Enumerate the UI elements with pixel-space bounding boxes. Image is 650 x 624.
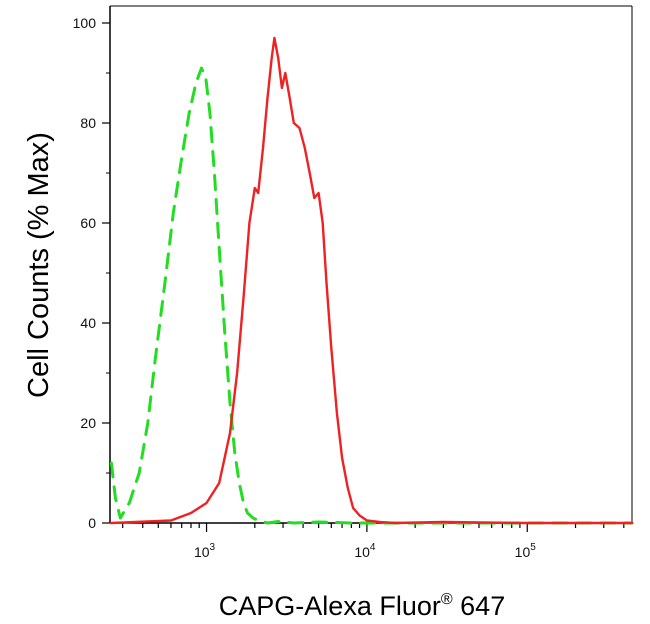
x-tick-label: 105 xyxy=(515,542,537,560)
x-tick-label-base: 10 xyxy=(354,544,370,560)
x-tick-label-exponent: 4 xyxy=(370,542,376,553)
plot-frame xyxy=(109,5,633,524)
x-tick-label-exponent: 5 xyxy=(530,542,536,553)
y-tick-label: 20 xyxy=(80,415,96,431)
x-axis-title-suffix: 647 xyxy=(453,591,506,621)
x-tick-marks xyxy=(122,523,625,532)
y-tick-label: 60 xyxy=(80,215,96,231)
x-tick-label: 103 xyxy=(194,542,216,560)
y-tick-marks xyxy=(102,22,110,524)
series-line-red-solid xyxy=(109,36,634,525)
y-tick-labels: 0 20 40 60 80 100 xyxy=(73,15,97,531)
x-axis-title-superscript: ® xyxy=(441,591,453,608)
x-tick-label-base: 10 xyxy=(194,544,210,560)
y-tick-label: 80 xyxy=(80,115,96,131)
x-tick-label-exponent: 3 xyxy=(210,542,216,553)
x-tick-label-base: 10 xyxy=(515,544,531,560)
y-tick-label: 0 xyxy=(88,515,96,531)
series-layer xyxy=(109,36,634,525)
y-axis-title: Cell Counts (% Max) xyxy=(23,132,55,398)
y-tick-label: 100 xyxy=(73,15,97,31)
series-line-green-dashed xyxy=(109,66,634,525)
x-axis-title: CAPG-Alexa Fluor® 647 xyxy=(219,591,505,621)
x-tick-label: 104 xyxy=(354,542,376,560)
x-axis-title-main: CAPG-Alexa Fluor xyxy=(219,591,441,621)
y-tick-label: 40 xyxy=(80,315,96,331)
x-tick-labels: 103 104 105 xyxy=(194,542,536,560)
